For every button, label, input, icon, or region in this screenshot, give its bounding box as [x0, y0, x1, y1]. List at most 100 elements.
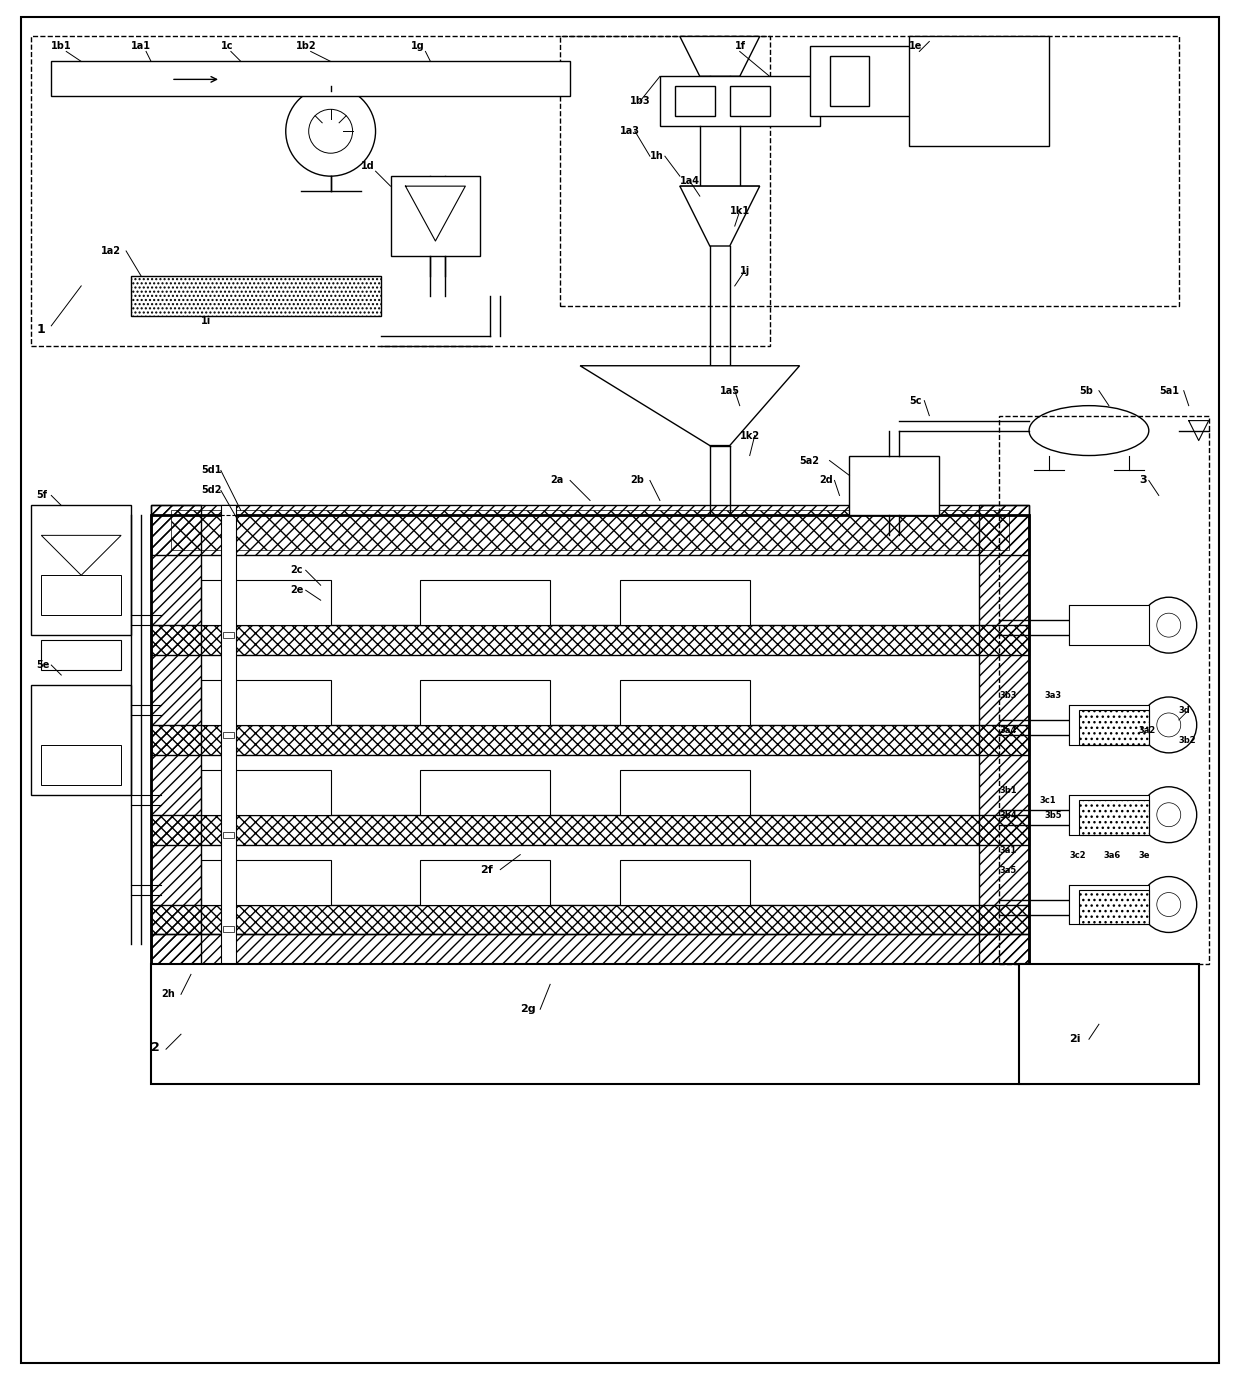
Circle shape: [1141, 787, 1197, 842]
Bar: [420, 680, 551, 724]
Text: 3a1: 3a1: [999, 846, 1017, 855]
Text: 1b1: 1b1: [51, 42, 72, 51]
Text: 3: 3: [1138, 475, 1147, 486]
Bar: [151, 625, 1029, 655]
Bar: [151, 515, 1029, 964]
Bar: [909, 36, 1049, 147]
Circle shape: [285, 86, 376, 176]
Text: 2b: 2b: [630, 475, 644, 486]
Bar: [620, 580, 750, 625]
Circle shape: [218, 724, 238, 745]
Bar: [151, 506, 1029, 555]
Text: 1f: 1f: [735, 42, 745, 51]
Bar: [1069, 885, 1148, 924]
Text: 1j: 1j: [740, 266, 750, 276]
Text: 3b5: 3b5: [1044, 810, 1061, 820]
Bar: [151, 814, 1029, 845]
Circle shape: [1141, 697, 1197, 753]
Polygon shape: [580, 366, 800, 446]
Bar: [660, 76, 820, 126]
Text: 3b3: 3b3: [999, 691, 1017, 699]
Bar: [151, 724, 1029, 755]
Bar: [420, 580, 551, 625]
Text: 5b: 5b: [1079, 385, 1092, 396]
Bar: [41, 575, 122, 615]
Bar: [41, 745, 122, 785]
Bar: [675, 86, 714, 116]
Polygon shape: [680, 186, 760, 206]
Bar: [620, 680, 750, 724]
Bar: [223, 731, 234, 738]
Text: 2i: 2i: [1069, 1035, 1080, 1044]
Bar: [131, 276, 381, 316]
Bar: [420, 770, 551, 814]
Circle shape: [1157, 614, 1180, 637]
Bar: [730, 86, 770, 116]
Circle shape: [309, 109, 352, 154]
Bar: [620, 770, 750, 814]
Text: 5e: 5e: [36, 661, 50, 670]
Bar: [223, 927, 234, 932]
Text: 3a2: 3a2: [1138, 726, 1156, 735]
Ellipse shape: [1029, 406, 1148, 456]
Bar: [151, 935, 1029, 964]
Bar: [1069, 605, 1148, 645]
Bar: [51, 61, 570, 97]
Circle shape: [1157, 713, 1180, 737]
Text: 3a4: 3a4: [999, 726, 1017, 735]
Text: 1c: 1c: [221, 42, 233, 51]
Bar: [41, 640, 122, 670]
Text: 5d1: 5d1: [201, 465, 222, 475]
Bar: [221, 506, 236, 964]
Text: 3b4: 3b4: [999, 810, 1017, 820]
Circle shape: [218, 920, 238, 939]
Bar: [420, 860, 551, 904]
Text: 1k2: 1k2: [740, 431, 760, 440]
Bar: [1079, 799, 1148, 835]
Text: 3a5: 3a5: [999, 866, 1017, 874]
Text: 1a1: 1a1: [131, 42, 151, 51]
Text: 2a: 2a: [551, 475, 563, 486]
Text: 3c2: 3c2: [1069, 850, 1085, 860]
Circle shape: [1157, 803, 1180, 827]
Circle shape: [218, 824, 238, 845]
Text: 1a5: 1a5: [719, 385, 740, 396]
Text: 3b1: 3b1: [999, 785, 1017, 795]
Circle shape: [1141, 597, 1197, 654]
Circle shape: [1157, 892, 1180, 917]
Text: 2h: 2h: [161, 989, 175, 1000]
Text: 1k1: 1k1: [730, 206, 750, 216]
Text: 2d: 2d: [820, 475, 833, 486]
Text: 5f: 5f: [36, 490, 47, 500]
Text: 1b3: 1b3: [630, 97, 651, 107]
Bar: [1079, 889, 1148, 924]
Bar: [151, 964, 1029, 1084]
Text: 1a3: 1a3: [620, 126, 640, 136]
Bar: [223, 632, 234, 638]
Bar: [151, 904, 1029, 935]
Bar: [201, 770, 331, 814]
Text: 3a3: 3a3: [1044, 691, 1061, 699]
Text: 1b2: 1b2: [295, 42, 316, 51]
Bar: [1079, 711, 1148, 745]
Text: 2f: 2f: [480, 864, 494, 874]
Bar: [171, 511, 1009, 550]
Text: 1g: 1g: [410, 42, 424, 51]
Bar: [151, 506, 201, 964]
Bar: [151, 515, 1029, 964]
Text: 1a2: 1a2: [102, 247, 122, 256]
Text: 5c: 5c: [909, 396, 921, 406]
Text: 2: 2: [151, 1042, 160, 1054]
Text: 5a2: 5a2: [800, 456, 820, 465]
Text: 3e: 3e: [1138, 850, 1151, 860]
Text: 1d: 1d: [361, 161, 374, 172]
Polygon shape: [680, 36, 760, 76]
Bar: [1069, 705, 1148, 745]
Bar: [999, 416, 1209, 964]
Circle shape: [1141, 877, 1197, 932]
Text: 1e: 1e: [909, 42, 923, 51]
Bar: [31, 506, 131, 636]
Bar: [131, 276, 381, 316]
Text: 3b2: 3b2: [1179, 735, 1197, 745]
Text: 1i: 1i: [201, 316, 211, 325]
